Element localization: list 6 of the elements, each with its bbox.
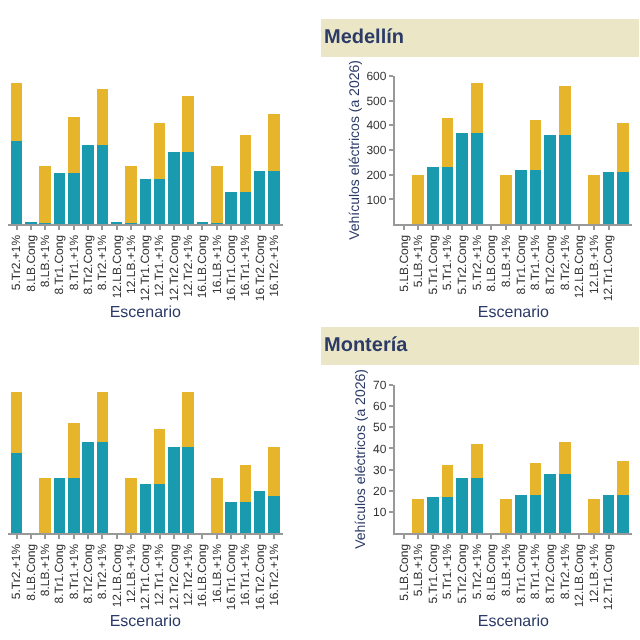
x-axis-title: Escenario xyxy=(477,303,551,322)
x-axis-title: Escenario xyxy=(477,612,551,631)
x-axis-title: Escenario xyxy=(109,303,182,322)
chart-title: Medellín xyxy=(324,27,405,49)
chart-title: Montería xyxy=(324,335,409,357)
x-axis-title: Escenario xyxy=(109,612,182,631)
